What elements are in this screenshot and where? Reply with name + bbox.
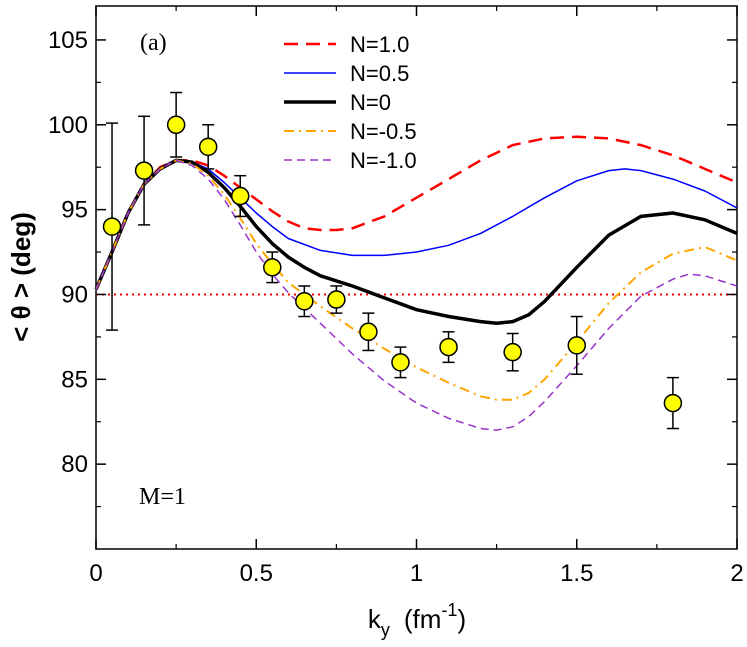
x-tick-label: 1.5 (560, 560, 593, 587)
data-marker (391, 353, 410, 372)
series-line-1 (94, 135, 738, 290)
x-tick-label: 0.5 (240, 560, 273, 587)
data-point (198, 124, 218, 170)
data-marker (295, 292, 314, 311)
x-tick-label: 1 (410, 560, 423, 587)
legend-entry: N=0.5 (284, 61, 409, 86)
data-point (102, 122, 122, 331)
data-point (327, 285, 346, 314)
data-marker (263, 258, 282, 277)
legend-entry: N=1.0 (284, 32, 409, 57)
data-marker (166, 115, 186, 135)
x-axis-title-unit-sup: -1 (441, 600, 457, 620)
data-point (295, 285, 314, 318)
series-group (94, 135, 738, 431)
y-tick-label: 85 (61, 366, 88, 393)
y-tick-label: 80 (61, 451, 88, 478)
legend-label: N=0 (350, 90, 391, 115)
series-line-2 (95, 159, 738, 290)
data-marker (663, 393, 683, 413)
legend-entry: N=0 (284, 90, 391, 115)
data-point (391, 346, 410, 379)
data-point (439, 331, 458, 364)
legend-label: N=0.5 (350, 61, 409, 86)
series-line-4 (95, 159, 738, 401)
y-tick-label: 105 (48, 27, 88, 54)
legend-entry: N=-1.0 (284, 148, 417, 173)
legend-label: N=-0.5 (350, 119, 417, 144)
data-point (230, 174, 250, 218)
legend-label: N=-1.0 (350, 148, 417, 173)
data-marker (230, 186, 250, 206)
data-point (134, 115, 154, 226)
y-tick-label: 100 (48, 112, 88, 139)
data-points-group (102, 91, 683, 430)
data-point (166, 91, 186, 158)
legend-label: N=1.0 (350, 32, 409, 57)
x-axis-title-unit-post: ) (457, 604, 466, 634)
axes-group: 0 0.5 1 1.5 2 80 85 90 95 100 105 (48, 6, 744, 587)
x-axis-title-base: k (368, 604, 382, 634)
legend-entry: N=-0.5 (284, 119, 417, 144)
data-marker (327, 290, 346, 309)
x-tick-label: 2 (730, 560, 743, 587)
series-line-5 (95, 159, 738, 431)
data-marker (503, 342, 522, 362)
data-marker (102, 217, 122, 236)
data-point (567, 315, 586, 375)
data-point (263, 251, 282, 284)
data-point (663, 376, 683, 430)
x-axis-title-sub: y (381, 620, 390, 640)
data-point (359, 312, 378, 352)
data-point (503, 332, 522, 372)
data-marker (134, 161, 154, 180)
y-tick-label: 90 (61, 281, 88, 308)
series-line-3 (94, 158, 738, 326)
plot-area (95, 5, 738, 550)
legend: N=1.0 N=0.5 N=0 N=-0.5 N=-1.0 (284, 32, 417, 173)
data-marker (198, 137, 218, 157)
data-marker (359, 322, 378, 342)
y-tick-label: 95 (61, 197, 88, 224)
panel-label: (a) (140, 30, 167, 56)
y-axis-title: < θ > (deg) (6, 212, 36, 342)
annotation-m: M=1 (139, 484, 186, 510)
data-marker (567, 336, 586, 355)
x-axis-title: ky (fm-1) (368, 600, 466, 640)
plot-frame (95, 5, 738, 550)
x-axis-title-unit-pre: (fm (404, 604, 442, 634)
data-marker (439, 337, 458, 357)
x-tick-label: 0 (89, 560, 102, 587)
